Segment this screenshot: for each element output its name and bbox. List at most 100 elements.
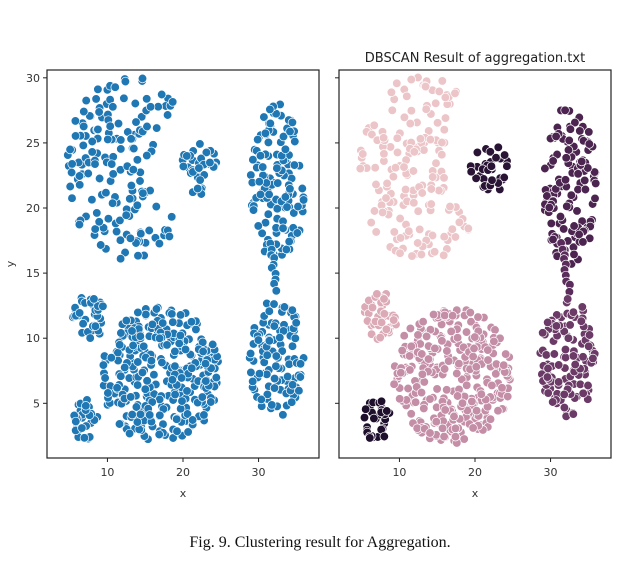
scatter-point (170, 361, 180, 371)
scatter-point (272, 163, 282, 173)
scatter-point (94, 107, 104, 117)
scatter-point (410, 397, 421, 407)
scatter-point (74, 308, 85, 318)
scatter-point (175, 310, 186, 320)
scatter-point (248, 155, 258, 165)
scatter-point (454, 217, 465, 227)
scatter-point (428, 172, 438, 182)
scatter-point (378, 133, 389, 143)
x-tick-label: 20 (468, 466, 482, 479)
scatter-point (269, 299, 279, 309)
scatter-point (272, 204, 282, 214)
scatter-point (417, 369, 428, 379)
scatter-point (137, 73, 148, 84)
scatter-point (201, 147, 212, 158)
scatter-point (584, 330, 595, 340)
scatter-point (442, 346, 452, 356)
scatter-point (584, 139, 594, 149)
scatter-point (369, 413, 379, 424)
scatter-point (577, 302, 587, 312)
scatter-point (555, 211, 566, 222)
scatter-point (168, 97, 178, 107)
scatter-point (194, 163, 204, 173)
scatter-point (452, 391, 463, 401)
scatter-point (432, 118, 443, 128)
scatter-point (560, 175, 571, 185)
scatter-point (580, 184, 591, 195)
scatter-point (137, 112, 147, 122)
scatter-point (574, 229, 584, 240)
scatter-point (447, 224, 457, 234)
scatter-point (254, 369, 265, 379)
scatter-point (392, 78, 402, 88)
scatter-point (131, 402, 142, 412)
scatter-point (291, 318, 301, 328)
scatter-point (114, 419, 125, 429)
scatter-point (493, 142, 503, 152)
scatter-point (432, 384, 442, 394)
scatter-point (265, 118, 275, 129)
scatter-point (178, 161, 189, 172)
scatter-point (284, 236, 294, 247)
scatter-point (471, 406, 482, 416)
scatter-point (289, 160, 300, 170)
scatter-point (297, 183, 307, 194)
scatter-point (262, 350, 272, 360)
scatter-point (367, 302, 378, 313)
scatter-point (406, 74, 416, 85)
scatter-point (107, 198, 118, 208)
scatter-point (126, 392, 136, 402)
scatter-point (409, 198, 419, 208)
scatter-point (81, 401, 91, 411)
scatter-point (103, 214, 114, 224)
scatter-point (405, 323, 416, 334)
scatter-point (107, 159, 117, 169)
scatter-point (404, 226, 414, 236)
scatter-point (287, 397, 297, 407)
scatter-point (182, 386, 192, 396)
scatter-point (570, 117, 580, 128)
scatter-point (127, 409, 137, 420)
scatter-point (157, 89, 167, 100)
y-tick-label: 15 (26, 267, 40, 280)
scatter-point (94, 173, 105, 184)
scatter-point (133, 357, 143, 367)
y-tick-label: 30 (26, 72, 40, 85)
scatter-point (560, 352, 571, 363)
scatter-point (142, 121, 152, 132)
points-right (355, 72, 601, 448)
scatter-point (563, 294, 573, 304)
scatter-point (392, 133, 402, 143)
scatter-point (167, 309, 177, 319)
scatter-point (287, 341, 298, 351)
scatter-point (502, 161, 512, 171)
scatter-point (543, 317, 553, 328)
scatter-point (382, 178, 392, 189)
scatter-point (255, 189, 266, 200)
scatter-point (115, 340, 125, 350)
scatter-point (141, 309, 151, 320)
scatter-point (269, 321, 279, 331)
scatter-point (591, 178, 601, 189)
scatter-point (569, 221, 579, 231)
scatter-point (431, 417, 441, 427)
scatter-point (277, 346, 287, 356)
scatter-point (100, 373, 110, 383)
scatter-point (440, 310, 450, 321)
scatter-point (201, 376, 211, 386)
scatter-point (110, 82, 120, 92)
scatter-point (575, 126, 585, 136)
scatter-point (170, 346, 180, 357)
scatter-point (103, 388, 113, 398)
scatter-point (278, 131, 289, 142)
scatter-point (66, 167, 77, 178)
scatter-point (439, 431, 449, 442)
scatter-point (367, 129, 377, 140)
scatter-point (138, 188, 148, 198)
scatter-point (578, 352, 588, 362)
scatter-point (187, 415, 198, 425)
scatter-point (279, 302, 290, 312)
x-tick-label: 30 (252, 466, 266, 479)
scatter-point (439, 125, 449, 135)
